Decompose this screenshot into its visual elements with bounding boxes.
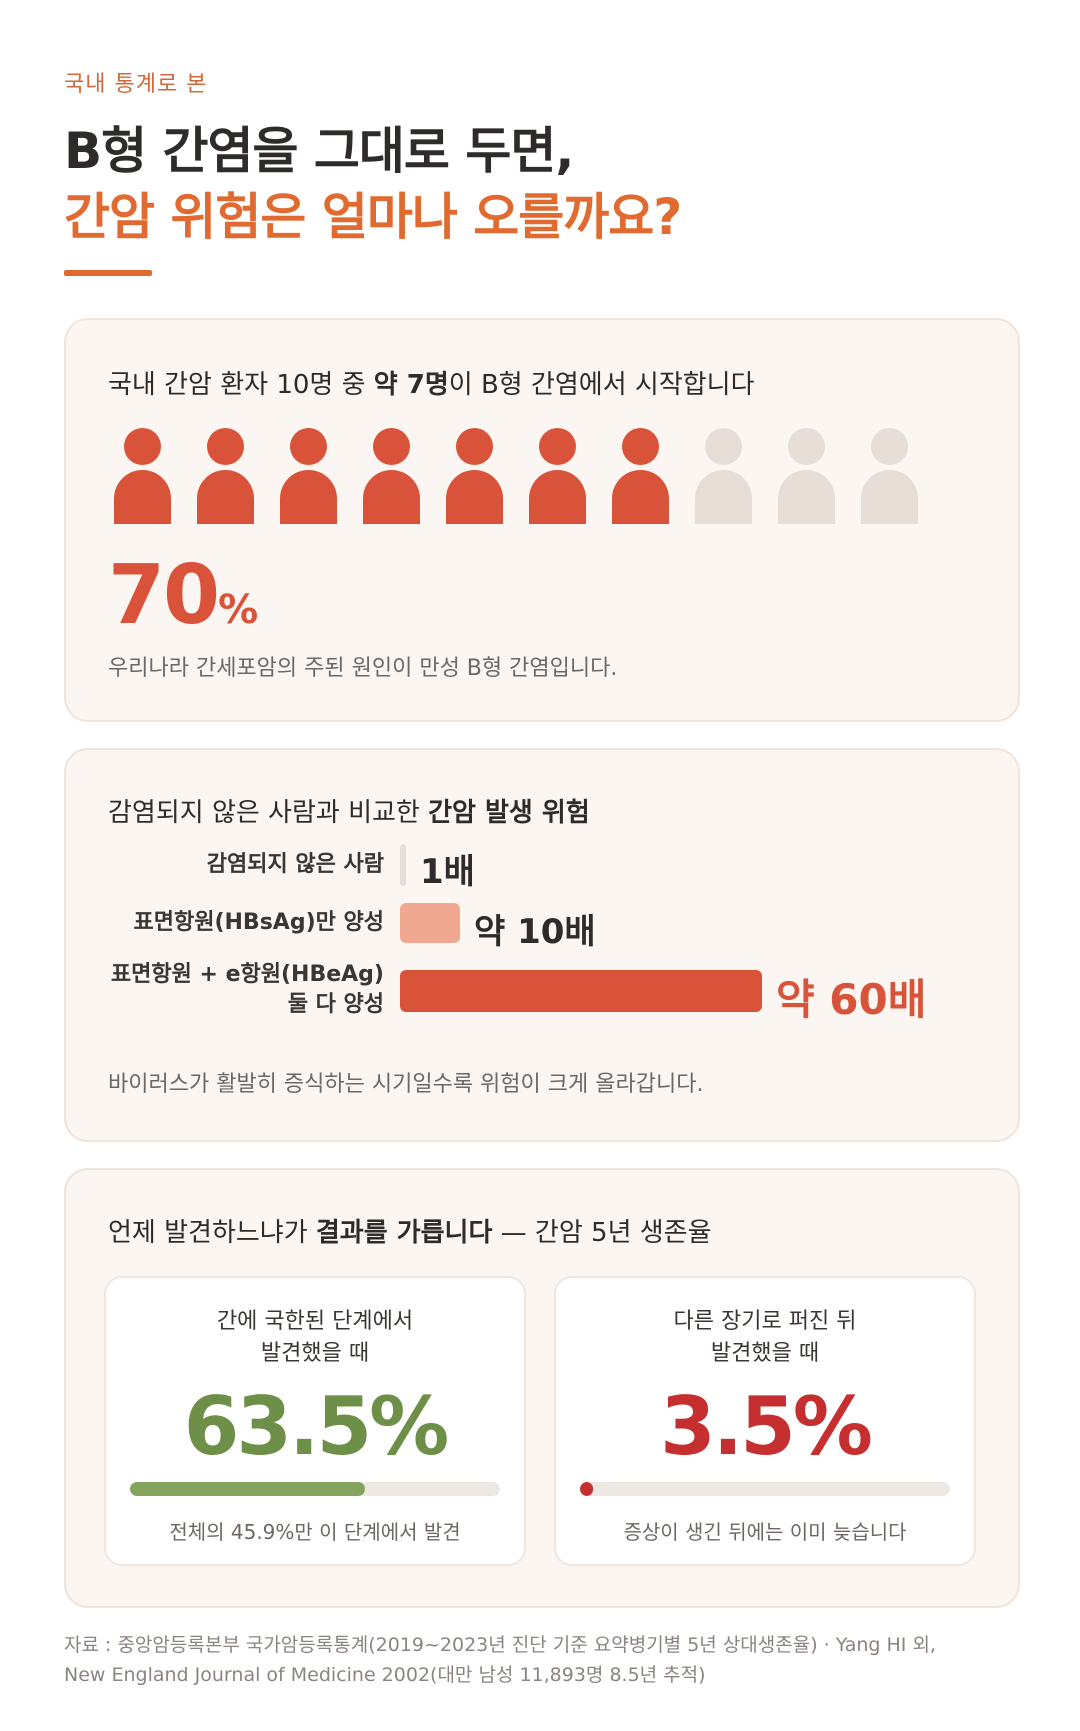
card1-title-bold: 약 7명 [373,370,449,400]
person-body [861,470,918,524]
person-body [363,470,420,524]
distant-stage-panel: 다른 장기로 퍼진 뒤 발견했을 때 3.5% 증상이 생긴 뒤에는 이미 늦습… [554,1276,976,1566]
person-icon [861,428,918,524]
person-body [446,470,503,524]
person-head [871,428,908,465]
person-icon [695,428,752,524]
source-citation: 자료 : 중앙암등록본부 국가암등록통계(2019~2023년 진단 기준 요약… [64,1634,936,1686]
survival-rate-card: 언제 발견하느냐가 결과를 가릅니다 — 간암 5년 생존율 간에 국한된 단계… [64,1168,1020,1608]
localized-progress-fill [130,1482,365,1496]
title-line-2: 간암 위험은 얼마나 오를까요? [64,188,682,246]
people-pictogram [114,428,918,524]
card2-title: 감염되지 않은 사람과 비교한 간암 발생 위험 [108,792,590,829]
person-body [529,470,586,524]
card1-title-post: 이 B형 간염에서 시작합니다 [448,370,755,400]
card3-title-pre: 언제 발견하느냐가 [108,1218,316,1248]
localized-progress-track [130,1482,500,1496]
distant-progress-track [580,1482,950,1496]
person-body [114,470,171,524]
localized-heading-line1: 간에 국한된 단계에서 [216,1309,414,1334]
distant-heading: 다른 장기로 퍼진 뒤 발견했을 때 [556,1306,974,1370]
risk-row-label-3-line2: 둘 다 양성 [287,992,384,1017]
risk-row-label-3-line1: 표면항원 + e항원(HBeAg) [110,962,384,987]
localized-heading: 간에 국한된 단계에서 발견했을 때 [106,1306,524,1370]
localized-stage-panel: 간에 국한된 단계에서 발견했을 때 63.5% 전체의 45.9%만 이 단계… [104,1276,526,1566]
person-icon [778,428,835,524]
distant-heading-line2: 발견했을 때 [710,1341,820,1366]
liver-cancer-origin-card: 국내 간암 환자 10명 중 약 7명이 B형 간염에서 시작합니다 70% 우… [64,318,1020,722]
distant-progress-fill [580,1482,593,1496]
percent-unit: % [218,587,259,633]
person-icon-highlighted [529,428,586,524]
localized-note: 전체의 45.9%만 이 단계에서 발견 [169,1520,461,1544]
person-body [280,470,337,524]
card3-title-bold: 결과를 가릅니다 [315,1218,493,1248]
risk-value-2: 약 10배 [474,912,596,952]
card2-note: 바이러스가 활발히 증식하는 시기일수록 위험이 크게 올라갑니다. [108,1072,704,1097]
risk-bar-1 [400,844,406,886]
card3-title: 언제 발견하느냐가 결과를 가릅니다 — 간암 5년 생존율 [108,1212,712,1249]
localized-survival-value: 63.5% [183,1380,450,1473]
risk-value-1: 1배 [420,852,475,892]
person-head [539,428,576,465]
person-body [197,470,254,524]
person-head [207,428,244,465]
big-percent: 70% [108,548,258,643]
person-icon-highlighted [197,428,254,524]
page-title: B형 간염을 그대로 두면, 간암 위험은 얼마나 오를까요? [64,118,682,250]
person-body [695,470,752,524]
localized-heading-line2: 발견했을 때 [260,1341,370,1366]
risk-row-label-1: 감염되지 않은 사람 [206,852,384,877]
card1-title: 국내 간암 환자 10명 중 약 7명이 B형 간염에서 시작합니다 [108,364,755,401]
person-head [705,428,742,465]
title-line-1: B형 간염을 그대로 두면, [64,122,574,180]
card3-title-post: — 간암 5년 생존율 [492,1218,712,1248]
person-icon-highlighted [446,428,503,524]
person-head [373,428,410,465]
risk-row-label-3: 표면항원 + e항원(HBeAg) 둘 다 양성 [111,960,384,1020]
risk-row-label-2: 표면항원(HBsAg)만 양성 [133,910,385,935]
card2-title-pre: 감염되지 않은 사람과 비교한 [108,798,429,828]
person-head [788,428,825,465]
person-body [778,470,835,524]
distant-note: 증상이 생긴 뒤에는 이미 늦습니다 [623,1520,907,1544]
risk-value-3: 약 60배 [776,975,927,1024]
percent-value: 70 [108,548,220,643]
risk-comparison-card: 감염되지 않은 사람과 비교한 간암 발생 위험 감염되지 않은 사람 1배 표… [64,748,1020,1142]
person-body [612,470,669,524]
person-icon-highlighted [114,428,171,524]
eyebrow: 국내 통계로 본 [64,72,208,97]
person-head [124,428,161,465]
title-underline [64,270,152,276]
person-icon-highlighted [612,428,669,524]
risk-bar-2 [400,903,460,943]
distant-survival-value: 3.5% [660,1380,873,1473]
person-icon-highlighted [363,428,420,524]
person-head [290,428,327,465]
distant-heading-line1: 다른 장기로 퍼진 뒤 [673,1309,857,1334]
person-head [622,428,659,465]
card1-note: 우리나라 간세포암의 주된 원인이 만성 B형 간염입니다. [108,656,618,681]
risk-bar-3 [400,970,762,1012]
card1-title-pre: 국내 간암 환자 10명 중 [108,370,374,400]
card2-title-bold: 간암 발생 위험 [428,798,590,828]
person-head [456,428,493,465]
person-icon-highlighted [280,428,337,524]
